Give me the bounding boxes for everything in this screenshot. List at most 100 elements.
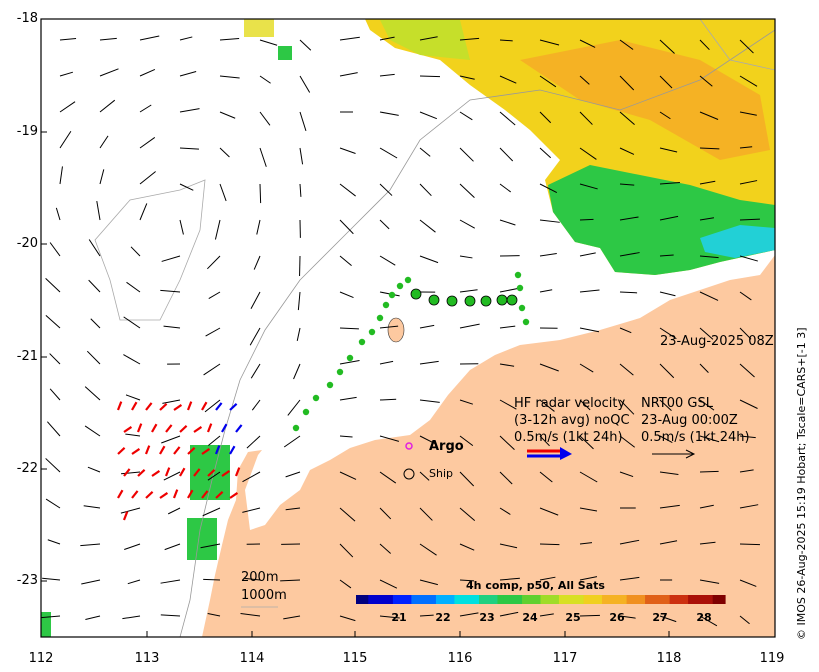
current-vector-arrow: [659, 399, 672, 412]
colorbar-cell: [645, 595, 652, 604]
current-vector-arrow: [499, 111, 516, 126]
hf-radar-vector: [116, 401, 123, 411]
current-vector-arrow: [579, 39, 596, 48]
current-vector-arrow: [251, 399, 261, 411]
current-vector-arrow: [99, 68, 119, 77]
hf-radar-vector: [173, 404, 183, 411]
hf-radar-vector: [159, 403, 168, 411]
current-vector-arrow: [123, 354, 141, 365]
current-vector-arrow: [88, 279, 101, 293]
credit-text: © IMOS 26-Aug-2025 15:19 Hobart; Tscale=…: [795, 327, 808, 640]
lat-tick-label: -21: [16, 349, 38, 364]
lat-tick-label: -18: [16, 11, 38, 26]
current-vector-arrow: [699, 39, 710, 51]
current-vector-arrow: [161, 255, 181, 262]
lat-tick-label: -23: [16, 573, 38, 588]
current-vector-arrow: [259, 147, 267, 167]
colorbar-cell: [626, 595, 634, 604]
current-vector-arrow: [539, 471, 553, 483]
current-vector-arrow: [499, 325, 516, 329]
hf-radar-vector: [151, 470, 161, 477]
current-vector-arrow: [459, 37, 480, 41]
current-vector-arrow: [739, 363, 755, 378]
current-vector-arrow: [246, 435, 261, 449]
current-vector-arrow: [619, 435, 636, 448]
colorbar-cell: [558, 595, 566, 604]
current-vector-arrow: [99, 135, 109, 149]
lon-tick-label: 117: [552, 651, 578, 666]
current-vector-arrow: [739, 327, 752, 340]
current-vector-arrow: [739, 146, 753, 149]
lon-tick-label: 114: [239, 651, 265, 666]
current-vector-arrow: [739, 504, 759, 509]
lon-tick-label: 112: [28, 651, 54, 666]
current-vector-arrow: [699, 255, 719, 259]
current-vector-arrow: [259, 111, 271, 126]
current-vector-arrow: [539, 613, 554, 617]
hf-radar-vector: [207, 469, 216, 477]
colorbar-cell: [706, 595, 714, 604]
argo-marker: [405, 442, 413, 450]
contour-200m: [179, 29, 775, 637]
hf-radar-vector: [221, 470, 231, 477]
hf-legend-title: HF radar velocity: [514, 396, 626, 411]
colorbar-cell: [632, 595, 640, 604]
current-vector-arrow: [499, 611, 519, 617]
track-point: [514, 271, 522, 279]
track-point: [312, 394, 320, 402]
current-vector-arrow: [419, 507, 433, 521]
colorbar-cell: [577, 595, 585, 604]
current-vector-arrow: [579, 542, 593, 545]
current-vector-arrow: [699, 327, 714, 340]
current-vector-arrow: [253, 255, 261, 270]
track-point: [302, 408, 310, 416]
hf-radar-vector: [201, 401, 208, 411]
current-vector-arrow: [659, 471, 679, 476]
current-vector-arrow: [619, 216, 639, 221]
current-vector-arrow: [419, 471, 430, 481]
current-vector-arrow: [339, 219, 354, 235]
track-point: [428, 294, 440, 306]
current-vector-arrow: [699, 111, 719, 120]
current-vector-arrow: [85, 615, 101, 620]
current-vector-arrow: [379, 111, 399, 116]
current-vector-arrow: [379, 398, 397, 401]
current-vector-arrow: [699, 504, 714, 509]
current-vector-arrow: [339, 255, 352, 266]
current-vector-arrow: [579, 327, 600, 333]
current-vector-arrow: [699, 541, 716, 545]
colorbar-cell: [712, 595, 720, 604]
track-point: [516, 284, 524, 292]
current-vector-arrow: [659, 363, 675, 379]
colorbar-cell: [405, 595, 412, 604]
hf-radar-vectors: [116, 401, 243, 521]
current-vector-arrow: [83, 505, 101, 509]
current-vector-arrow: [459, 111, 473, 121]
map-timestamp: 23-Aug-2025 08Z: [660, 334, 774, 349]
nrt-legend-title: NRT00 GSL: [641, 396, 713, 411]
current-vector-arrow: [96, 200, 101, 221]
colorbar-cell: [442, 595, 449, 604]
current-vector-arrow: [739, 615, 750, 625]
colorbar-cell: [491, 595, 499, 604]
current-vector-arrow: [259, 183, 262, 204]
current-vector-arrow: [219, 38, 240, 41]
current-vector-arrow: [699, 399, 715, 411]
current-vector-arrow: [739, 543, 760, 546]
colorbar-cell: [380, 595, 388, 604]
current-vector-arrow: [739, 39, 754, 54]
current-vector-arrow: [139, 35, 160, 41]
current-vector-arrow: [299, 183, 302, 197]
colorbar-cell: [718, 595, 726, 604]
colorbar-cell: [485, 595, 492, 604]
current-vector-arrow: [200, 543, 221, 549]
current-vector-arrow: [379, 147, 398, 159]
colorbar-cell: [392, 595, 400, 604]
current-vector-arrow: [163, 325, 181, 329]
current-vector-arrow: [579, 75, 590, 85]
current-vector-arrow: [339, 396, 357, 401]
current-vector-arrow: [619, 183, 635, 186]
hf-radar-vector: [214, 445, 221, 455]
current-vector-arrow: [419, 543, 437, 556]
